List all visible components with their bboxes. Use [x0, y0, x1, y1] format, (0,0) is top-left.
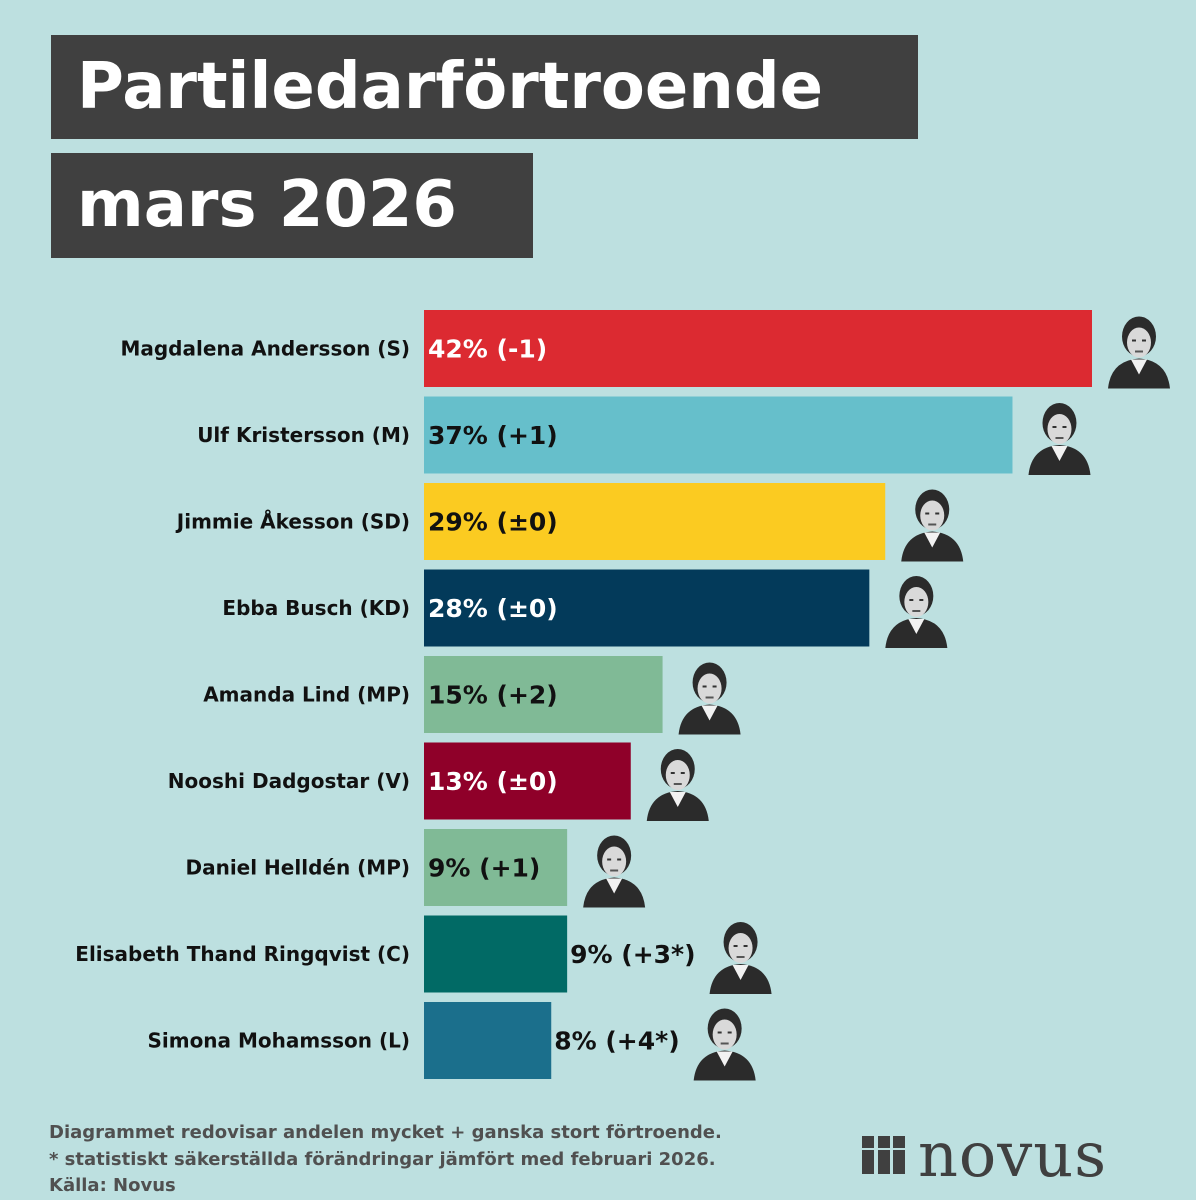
bar — [424, 569, 870, 647]
novus-logo: novus — [860, 1120, 1172, 1190]
logo-square — [878, 1162, 890, 1174]
category-label: Magdalena Andersson (S) — [120, 337, 410, 361]
title-line-2: mars 2026 — [51, 153, 533, 258]
data-label: 9% (+1) — [428, 854, 540, 883]
bar — [424, 310, 1092, 387]
category-label: Ebba Busch (KD) — [222, 596, 410, 620]
logo-text: novus — [918, 1118, 1108, 1191]
bar — [424, 742, 631, 820]
category-label: Elisabeth Thand Ringqvist (C) — [75, 942, 410, 966]
bar-chart: Magdalena Andersson (S) 42% (-1) Ulf Krist… — [75, 310, 1170, 1081]
portrait-photo — [1028, 403, 1091, 475]
category-label: Nooshi Dadgostar (V) — [168, 769, 410, 793]
portrait-photo — [885, 576, 948, 648]
data-label: 29% (±0) — [428, 508, 558, 537]
title-line-1: Partiledarförtroende — [51, 35, 918, 139]
footnote-1: Diagrammet redovisar andelen mycket + ga… — [49, 1122, 722, 1143]
footnote-3: Källa: Novus — [49, 1175, 176, 1196]
bar — [424, 656, 663, 733]
data-label: 15% (+2) — [428, 681, 558, 710]
portrait-photo — [1108, 316, 1170, 389]
footnote-2: * statistiskt säkerställda förändringar … — [49, 1148, 716, 1170]
data-label: 37% (+1) — [428, 421, 558, 450]
data-label: 42% (-1) — [428, 335, 547, 364]
data-label: 13% (±0) — [428, 767, 558, 796]
data-label: 9% (+3*) — [570, 940, 695, 969]
logo-square — [862, 1150, 874, 1162]
bar — [424, 483, 886, 560]
category-label: Amanda Lind (MP) — [203, 683, 410, 707]
data-label: 8% (+4*) — [554, 1027, 679, 1056]
logo-square — [893, 1136, 905, 1148]
portrait-photo — [646, 749, 709, 821]
logo-square — [878, 1150, 890, 1162]
portrait-photo — [709, 922, 772, 994]
bar — [424, 915, 568, 993]
category-label: Jimmie Åkesson (SD) — [175, 510, 410, 534]
portrait-photo — [901, 489, 964, 562]
bar — [424, 396, 1013, 474]
logo-square — [862, 1162, 874, 1174]
category-label: Simona Mohamsson (L) — [147, 1029, 410, 1053]
data-label: 28% (±0) — [428, 594, 558, 623]
category-label: Daniel Helldén (MP) — [185, 856, 410, 880]
portrait-photo — [678, 662, 741, 735]
portrait-photo — [583, 835, 646, 908]
bar — [424, 829, 568, 906]
category-label: Ulf Kristersson (M) — [197, 423, 410, 447]
logo-square — [878, 1136, 890, 1148]
bar — [424, 1002, 552, 1079]
portrait-photo — [693, 1008, 756, 1081]
footnotes: Diagrammet redovisar andelen mycket + ga… — [49, 1120, 722, 1200]
logo-square — [862, 1136, 874, 1148]
logo-square — [893, 1162, 905, 1174]
logo-square — [893, 1150, 905, 1162]
